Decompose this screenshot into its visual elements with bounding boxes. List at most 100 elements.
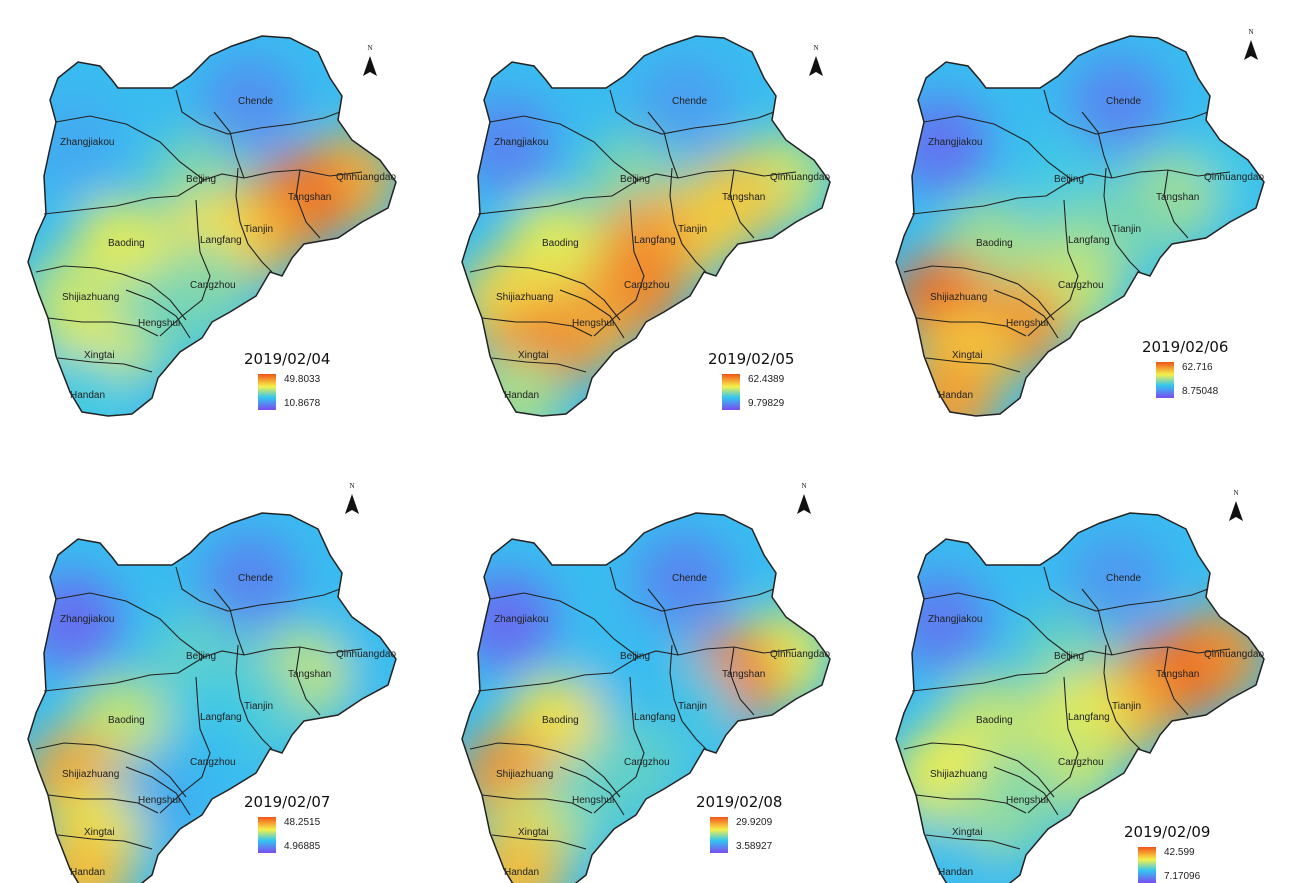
city-label-shijiazhuang: Shijiazhuang [62, 292, 119, 303]
region-outline [895, 35, 1265, 417]
city-label-handan: Handan [70, 390, 105, 401]
legend-max-value: 49.8033 [284, 374, 321, 385]
city-label-shijiazhuang: Shijiazhuang [930, 769, 987, 780]
legend-color-bar [258, 374, 276, 410]
legend-min-value: 3.58927 [736, 841, 773, 852]
city-label-tangshan: Tangshan [722, 669, 765, 680]
city-label-qinhuangdao: Qinhuangdao [336, 649, 396, 660]
city-label-baoding: Baoding [108, 238, 145, 249]
district-border [925, 834, 1021, 850]
city-label-beijing: Beijing [1054, 651, 1084, 662]
district-border [637, 646, 797, 658]
city-label-hengshui: Hengshui [138, 795, 180, 806]
district-border [203, 169, 363, 181]
legend-color-bar [258, 817, 276, 853]
district-border [903, 742, 1055, 798]
map-panel: Chende Zhangjiakou Beijing Qinhuangdao Tangs… [868, 0, 1302, 441]
city-label-langfang: Langfang [634, 235, 676, 246]
legend-date: 2019/02/07 [244, 793, 331, 811]
legend-max-value: 29.9209 [736, 817, 773, 828]
district-border [915, 317, 1027, 337]
district-border [491, 357, 587, 373]
district-border [1027, 199, 1079, 337]
city-label-qinhuangdao: Qinhuangdao [770, 649, 830, 660]
district-border [489, 115, 639, 181]
city-label-cangzhou: Cangzhou [1058, 757, 1104, 768]
city-label-hengshui: Hengshui [572, 318, 614, 329]
district-border [125, 289, 191, 339]
city-label-tangshan: Tangshan [1156, 669, 1199, 680]
city-label-tangshan: Tangshan [288, 192, 331, 203]
map-panel: Chende Zhangjiakou Beijing Qinhuangdao Tangs… [434, 441, 868, 883]
district-border [469, 265, 621, 321]
district-border [469, 742, 621, 798]
city-label-zhangjiakou: Zhangjiakou [928, 614, 982, 625]
city-label-cangzhou: Cangzhou [190, 757, 236, 768]
city-label-baoding: Baoding [542, 715, 579, 726]
legend-min-value: 4.96885 [284, 841, 321, 852]
city-label-tangshan: Tangshan [722, 192, 765, 203]
map-panel: Chende Zhangjiakou Beijing Qinhuangdao Tangs… [868, 441, 1302, 883]
district-border [481, 317, 593, 337]
district-border [125, 766, 191, 816]
heat-blob-chende [1070, 533, 1166, 629]
city-label-shijiazhuang: Shijiazhuang [930, 292, 987, 303]
district-border [35, 742, 187, 798]
north-arrow-icon: N [1244, 28, 1258, 60]
heat-map: Chende Zhangjiakou Beijing Qinhuangdao Tangs… [27, 482, 397, 883]
city-label-handan: Handan [504, 867, 539, 878]
city-label-hengshui: Hengshui [1006, 318, 1048, 329]
district-border [43, 656, 205, 692]
city-label-beijing: Beijing [186, 651, 216, 662]
heat-blob-chende [1070, 56, 1166, 152]
region-outline [461, 512, 831, 883]
legend-max-value: 42.599 [1164, 847, 1195, 858]
legend-color-bar [1156, 362, 1174, 398]
district-border [47, 317, 159, 337]
heat-map: Chende Zhangjiakou Beijing Qinhuangdao Tangs… [895, 28, 1265, 417]
city-label-beijing: Beijing [620, 174, 650, 185]
district-border [923, 115, 1073, 181]
district-border [1081, 111, 1113, 179]
north-label: N [349, 482, 354, 490]
city-label-beijing: Beijing [620, 651, 650, 662]
district-border [593, 676, 645, 814]
district-border [609, 89, 775, 135]
city-label-handan: Handan [504, 390, 539, 401]
district-border [1163, 646, 1189, 716]
city-label-baoding: Baoding [976, 715, 1013, 726]
district-border [911, 179, 1073, 215]
city-label-cangzhou: Cangzhou [624, 757, 670, 768]
north-label: N [1233, 489, 1238, 497]
legend-max-value: 62.4389 [748, 374, 785, 385]
district-border [915, 794, 1027, 814]
city-label-xingtai: Xingtai [518, 350, 549, 361]
city-label-shijiazhuang: Shijiazhuang [62, 769, 119, 780]
city-label-tangshan: Tangshan [288, 669, 331, 680]
district-border [669, 167, 707, 273]
district-border [993, 766, 1059, 816]
district-border [213, 588, 245, 656]
city-label-xingtai: Xingtai [84, 827, 115, 838]
legend-color-bar [1138, 847, 1156, 883]
city-label-cangzhou: Cangzhou [1058, 280, 1104, 291]
map-panel: Chende Zhangjiakou Beijing Qinhuangdao Tangs… [0, 441, 434, 883]
city-label-zhangjiakou: Zhangjiakou [928, 137, 982, 148]
legend-min-value: 9.79829 [748, 398, 785, 409]
city-label-langfang: Langfang [200, 712, 242, 723]
legend-date: 2019/02/04 [244, 350, 331, 368]
district-border [669, 644, 707, 750]
district-border [559, 766, 625, 816]
district-border [491, 834, 587, 850]
city-label-langfang: Langfang [1068, 235, 1110, 246]
district-border [213, 111, 245, 179]
district-border [647, 111, 679, 179]
region-outline [895, 512, 1265, 883]
heat-map: Chende Zhangjiakou Beijing Qinhuangdao Tangs… [461, 35, 831, 417]
legend-color-bar [710, 817, 728, 853]
city-label-beijing: Beijing [186, 174, 216, 185]
heat-blob-chende [636, 56, 732, 152]
district-border [903, 265, 1055, 321]
north-arrow-icon: N [797, 482, 811, 514]
district-border [1081, 588, 1113, 656]
